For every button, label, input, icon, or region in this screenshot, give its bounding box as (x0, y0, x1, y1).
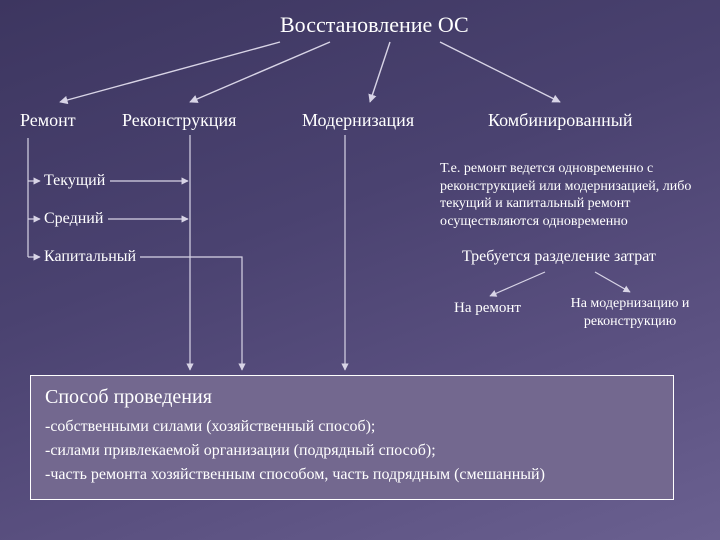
node-modernization: Модернизация (302, 110, 414, 131)
node-repair-medium: Средний (44, 210, 103, 228)
method-item-1: -силами привлекаемой организации (подряд… (45, 439, 659, 463)
method-item-0: -собственными силами (хозяйственный спос… (45, 415, 659, 439)
split-heading: Требуется разделение затрат (462, 248, 656, 266)
node-combined: Комбинированный (488, 110, 632, 131)
split-for-repair: На ремонт (454, 300, 521, 317)
node-repair: Ремонт (20, 110, 76, 131)
method-box-title: Способ проведения (45, 386, 659, 409)
split-for-modernization: На модернизацию и реконструкцию (560, 295, 700, 330)
combined-description: Т.е. ремонт ведется одновременно с рекон… (440, 160, 700, 230)
node-reconstruction: Реконструкция (122, 110, 236, 131)
node-repair-capital: Капитальный (44, 248, 136, 266)
node-repair-current: Текущий (44, 172, 105, 190)
method-box: Способ проведения -собственными силами (… (30, 375, 674, 500)
method-item-2: -часть ремонта хозяйственным способом, ч… (45, 463, 659, 487)
diagram-title: Восстановление ОС (280, 12, 469, 38)
